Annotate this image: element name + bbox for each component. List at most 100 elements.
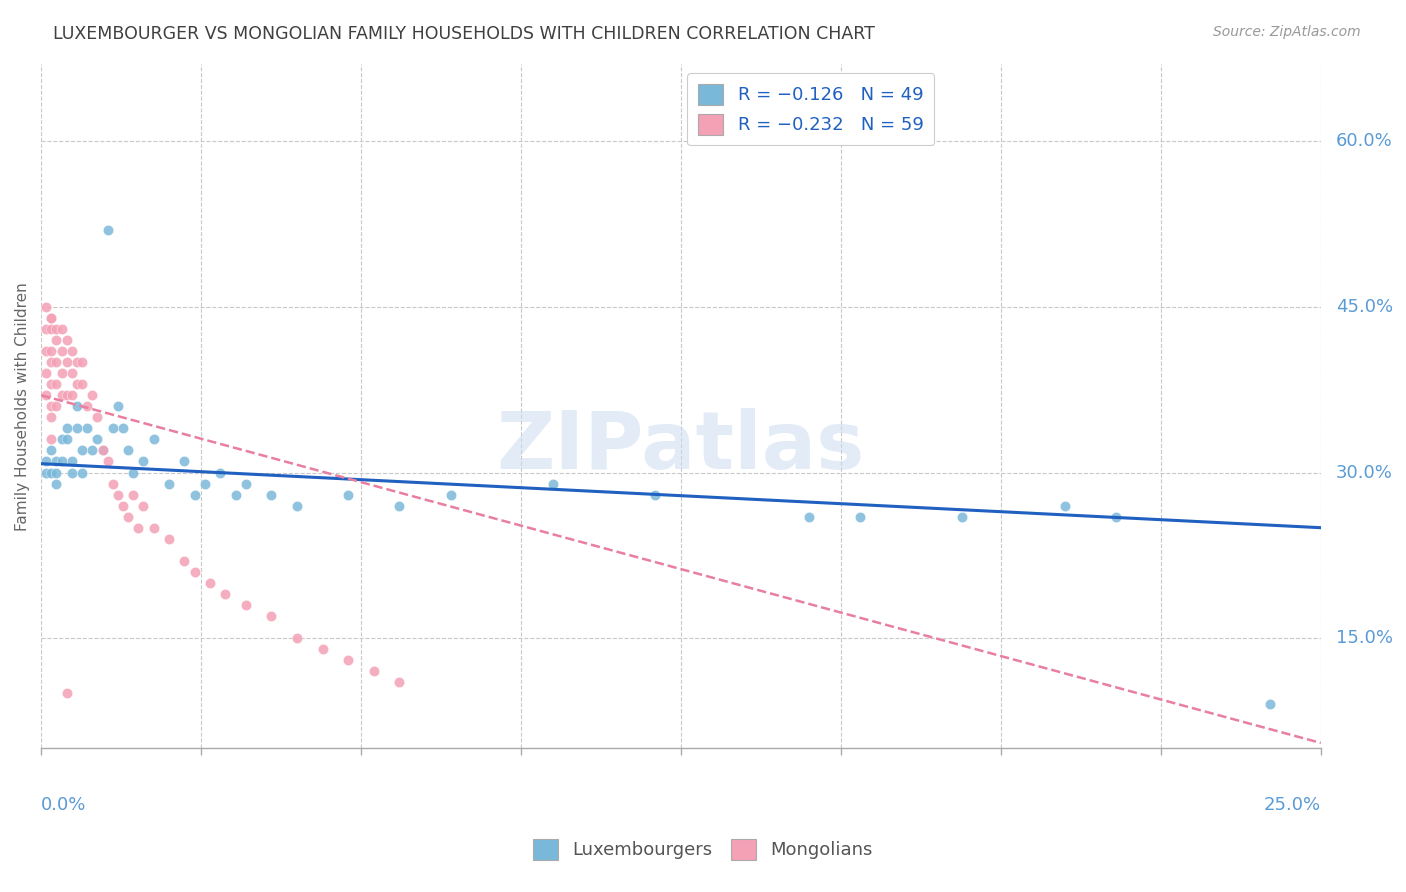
Point — [285, 499, 308, 513]
Point — [60, 388, 83, 402]
Point — [51, 388, 73, 402]
Point — [337, 653, 360, 667]
Point — [209, 466, 232, 480]
Point — [41, 466, 63, 480]
Point — [70, 443, 93, 458]
Point — [198, 575, 221, 590]
Point — [51, 454, 73, 468]
Point — [388, 675, 411, 690]
Point — [51, 344, 73, 359]
Point — [157, 476, 180, 491]
Point — [66, 355, 89, 369]
Point — [41, 310, 63, 325]
Point — [91, 443, 114, 458]
Point — [337, 487, 360, 501]
Point — [51, 322, 73, 336]
Point — [66, 399, 89, 413]
Text: 30.0%: 30.0% — [1336, 464, 1393, 482]
Text: 60.0%: 60.0% — [1336, 132, 1393, 151]
Point — [60, 344, 83, 359]
Point — [82, 443, 104, 458]
Point — [41, 443, 63, 458]
Point — [97, 454, 120, 468]
Text: 15.0%: 15.0% — [1336, 629, 1393, 647]
Point — [66, 377, 89, 392]
Point — [107, 487, 129, 501]
Point — [111, 499, 134, 513]
Point — [45, 476, 67, 491]
Y-axis label: Family Households with Children: Family Households with Children — [15, 282, 30, 531]
Point — [41, 310, 63, 325]
Point — [183, 565, 205, 579]
Point — [35, 366, 58, 380]
Point — [82, 388, 104, 402]
Point — [55, 686, 77, 700]
Point — [41, 433, 63, 447]
Point — [183, 487, 205, 501]
Point — [76, 399, 98, 413]
Point — [45, 399, 67, 413]
Point — [142, 521, 165, 535]
Point — [214, 587, 236, 601]
Point — [173, 454, 195, 468]
Point — [225, 487, 247, 501]
Point — [91, 443, 114, 458]
Point — [55, 355, 77, 369]
Point — [45, 377, 67, 392]
Point — [45, 355, 67, 369]
Point — [194, 476, 217, 491]
Point — [173, 554, 195, 568]
Point — [132, 499, 155, 513]
Point — [388, 499, 411, 513]
Text: ZIPatlas: ZIPatlas — [496, 409, 865, 486]
Point — [101, 421, 124, 435]
Point — [86, 410, 108, 425]
Point — [285, 631, 308, 645]
Point — [363, 664, 385, 678]
Point — [45, 454, 67, 468]
Point — [849, 509, 872, 524]
Point — [260, 487, 283, 501]
Point — [132, 454, 155, 468]
Point — [35, 322, 58, 336]
Point — [51, 433, 73, 447]
Point — [45, 322, 67, 336]
Point — [644, 487, 666, 501]
Point — [122, 466, 145, 480]
Point — [60, 466, 83, 480]
Point — [41, 322, 63, 336]
Text: 0.0%: 0.0% — [41, 797, 87, 814]
Point — [1053, 499, 1076, 513]
Point — [142, 433, 165, 447]
Point — [157, 532, 180, 546]
Point — [55, 433, 77, 447]
Point — [260, 609, 283, 624]
Point — [45, 466, 67, 480]
Point — [439, 487, 461, 501]
Point — [66, 421, 89, 435]
Point — [797, 509, 820, 524]
Point — [35, 466, 58, 480]
Point — [70, 355, 93, 369]
Point — [86, 433, 108, 447]
Point — [35, 344, 58, 359]
Point — [35, 300, 58, 314]
Point — [117, 443, 139, 458]
Point — [55, 421, 77, 435]
Point — [60, 454, 83, 468]
Point — [51, 366, 73, 380]
Point — [127, 521, 149, 535]
Point — [541, 476, 564, 491]
Point — [35, 388, 58, 402]
Point — [45, 333, 67, 347]
Point — [60, 366, 83, 380]
Point — [70, 377, 93, 392]
Point — [55, 388, 77, 402]
Point — [41, 399, 63, 413]
Text: Source: ZipAtlas.com: Source: ZipAtlas.com — [1213, 25, 1361, 39]
Point — [41, 377, 63, 392]
Legend: Luxembourgers, Mongolians: Luxembourgers, Mongolians — [526, 831, 880, 867]
Point — [55, 333, 77, 347]
Point — [41, 355, 63, 369]
Point — [41, 344, 63, 359]
